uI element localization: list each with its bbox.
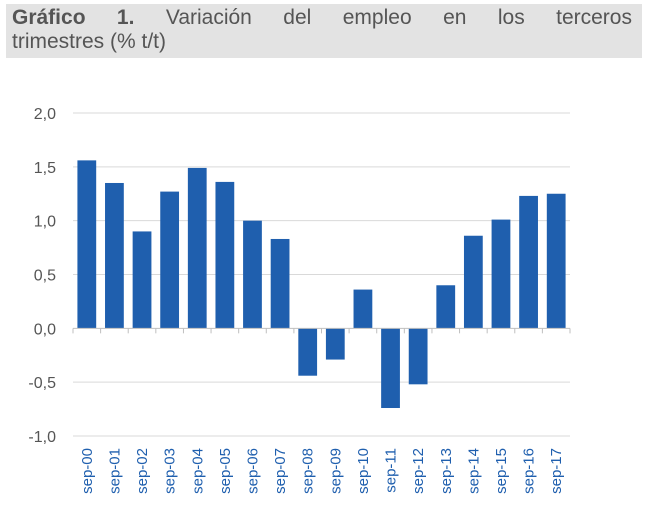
x-tick-label: sep-11 [383,448,400,493]
x-tick-label: sep-04 [189,448,206,494]
title-word: los [497,6,525,29]
y-tick-label: 1,5 [34,160,56,177]
bar [436,285,456,329]
bar [215,181,235,329]
bar [77,160,97,329]
bar [491,219,511,329]
title-word: empleo [342,6,412,29]
x-tick-label: sep-10 [355,448,372,494]
x-tick-label: sep-09 [327,448,344,494]
bar [105,182,124,329]
chart-title-line1: Gráfico 1. Variación del empleo en los t… [12,6,632,30]
x-tick-label: sep-15 [493,448,510,494]
chart-title-box [6,4,642,58]
bar [381,328,400,409]
bar [463,235,483,329]
title-word: terceros [556,6,632,29]
x-tick-label: sep-05 [217,448,234,494]
x-tick-label: sep-17 [548,448,565,494]
x-tick-label: sep-13 [438,448,455,494]
bar [353,289,373,329]
y-tick-label: 1,0 [34,214,56,231]
x-tick-label: sep-14 [465,448,482,494]
bar [325,328,345,360]
x-tick-label: sep-08 [300,448,317,494]
x-tick-label: sep-12 [410,448,427,494]
chart-title-number: Gráfico 1. [12,6,135,29]
bar [243,220,262,329]
x-tick-label: sep-06 [244,448,261,494]
chart-title-line2: trimestres (% t/t) [12,30,167,53]
bar [160,191,180,329]
bar [519,195,538,329]
y-tick-label: -0,5 [28,375,56,392]
x-tick-label: sep-00 [79,448,96,494]
bar [546,193,566,329]
x-tick-label: sep-01 [106,448,123,494]
bar [187,167,207,329]
bar [298,328,318,376]
title-word: del [283,6,312,29]
y-tick-label: -1,0 [28,429,56,446]
y-tick-label: 2,0 [34,106,56,123]
x-tick-label: sep-03 [162,448,179,494]
bar [408,328,428,385]
y-tick-label: 0,0 [34,321,56,338]
title-word: Variación [165,6,252,29]
x-tick-label: sep-16 [521,448,538,494]
y-tick-label: 0,5 [34,268,56,285]
title-word: en [443,6,467,29]
bar [132,231,152,329]
x-tick-label: sep-07 [272,448,289,494]
x-tick-label: sep-02 [134,448,151,494]
bar [270,238,290,329]
